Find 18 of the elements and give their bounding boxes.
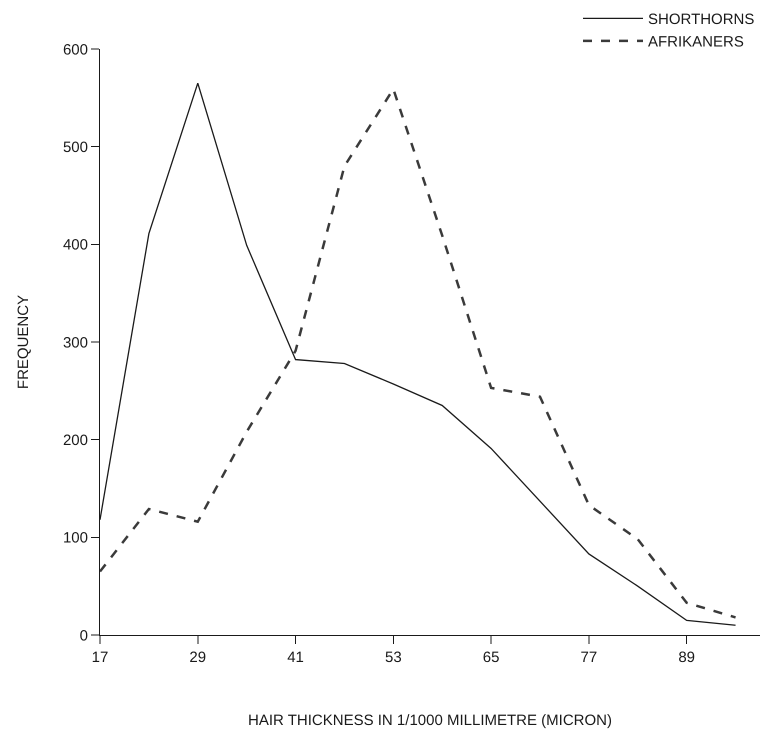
x-tick-label: 53: [384, 649, 402, 666]
y-tick-label: 200: [62, 432, 88, 449]
x-tick-label: 41: [287, 649, 304, 666]
y-tick-label: 100: [62, 530, 88, 547]
x-tick-label: 89: [678, 649, 696, 666]
legend-label: AFRIKANERS: [648, 34, 744, 51]
y-tick-label: 300: [62, 334, 88, 352]
y-tick-label: 500: [62, 138, 88, 156]
x-tick-label: 17: [92, 649, 108, 666]
legend-label: SHORTHORNS: [648, 11, 754, 28]
y-axis-title: FREQUENCY: [15, 294, 32, 390]
x-axis-title: HAIR THICKNESS IN 1/1000 MILLIMETRE (MICRON): [248, 712, 612, 729]
x-tick-label: 65: [482, 649, 500, 666]
y-tick-label: 400: [62, 236, 88, 254]
x-tick-label: 29: [189, 649, 206, 666]
y-tick-label: 600: [62, 41, 88, 58]
y-tick-label: 0: [80, 627, 88, 644]
x-tick-label: 77: [580, 649, 598, 666]
